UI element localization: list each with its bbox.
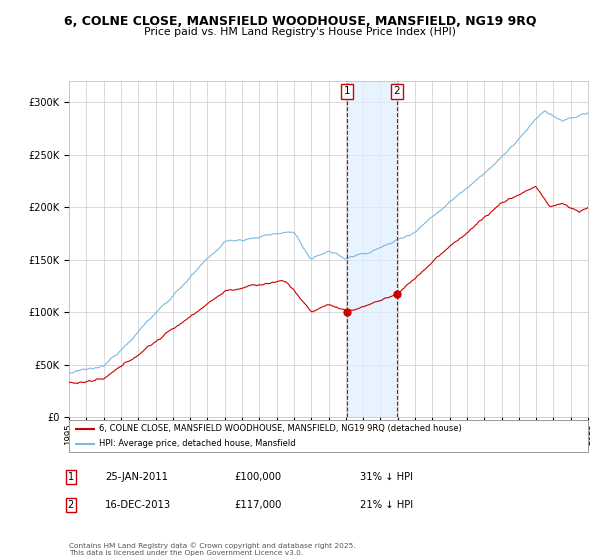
Text: 2: 2 xyxy=(394,86,400,96)
Text: 1: 1 xyxy=(68,472,74,482)
Text: 6, COLNE CLOSE, MANSFIELD WOODHOUSE, MANSFIELD, NG19 9RQ (detached house): 6, COLNE CLOSE, MANSFIELD WOODHOUSE, MAN… xyxy=(99,424,462,433)
Text: 25-JAN-2011: 25-JAN-2011 xyxy=(105,472,168,482)
Text: 2: 2 xyxy=(68,500,74,510)
Text: £117,000: £117,000 xyxy=(234,500,281,510)
Text: 16-DEC-2013: 16-DEC-2013 xyxy=(105,500,171,510)
Text: HPI: Average price, detached house, Mansfield: HPI: Average price, detached house, Mans… xyxy=(99,439,296,448)
Text: 1: 1 xyxy=(344,86,350,96)
Text: Contains HM Land Registry data © Crown copyright and database right 2025.
This d: Contains HM Land Registry data © Crown c… xyxy=(69,542,356,556)
Text: 6, COLNE CLOSE, MANSFIELD WOODHOUSE, MANSFIELD, NG19 9RQ: 6, COLNE CLOSE, MANSFIELD WOODHOUSE, MAN… xyxy=(64,15,536,28)
Text: 21% ↓ HPI: 21% ↓ HPI xyxy=(360,500,413,510)
Text: £100,000: £100,000 xyxy=(234,472,281,482)
Bar xyxy=(347,81,397,417)
Text: 31% ↓ HPI: 31% ↓ HPI xyxy=(360,472,413,482)
Text: Price paid vs. HM Land Registry's House Price Index (HPI): Price paid vs. HM Land Registry's House … xyxy=(144,27,456,37)
